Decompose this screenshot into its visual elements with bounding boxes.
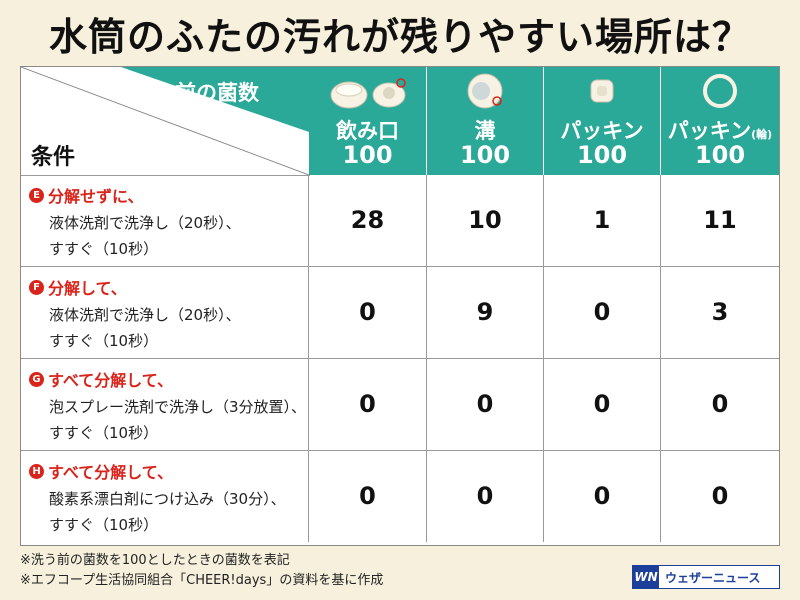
value-cell: 0 bbox=[544, 267, 661, 358]
page-title: 水筒のふたの汚れが残りやすい場所は？ bbox=[48, 15, 751, 59]
condition-line: 酸素系漂白剤につけ込み（30分）、 bbox=[49, 490, 286, 508]
condition-line: すすぐ（10秒） bbox=[49, 240, 159, 258]
condition-line: すすぐ（10秒） bbox=[49, 516, 159, 534]
condition-head: すべて分解して、 bbox=[48, 463, 173, 482]
table-row: E 分解せずに、 液体洗剤で洗浄し（20秒）、 すすぐ（10秒） 28 10 1 … bbox=[21, 175, 779, 267]
condition-badge: F bbox=[29, 279, 44, 295]
condition-head: すべて分解して、 bbox=[48, 371, 173, 390]
condition-head: 分解せずに、 bbox=[48, 187, 144, 206]
value-cell: 10 bbox=[427, 175, 544, 266]
lid-icon bbox=[309, 71, 426, 111]
table-row: F 分解して、 液体洗剤で洗浄し（20秒）、 すすぐ（10秒） 0 9 0 3 bbox=[21, 267, 779, 359]
gasket-icon bbox=[544, 71, 660, 111]
condition-badge: E bbox=[29, 187, 44, 203]
brand-logo: WN ウェザーニュース bbox=[632, 565, 780, 589]
column-label: 飲み口 bbox=[336, 119, 399, 143]
column-header-mouthpiece: 飲み口 100 bbox=[309, 67, 427, 175]
condition-line: 泡スプレー洗剤で洗浄し（3分放置）、 bbox=[49, 398, 307, 416]
condition-line: すすぐ（10秒） bbox=[49, 332, 159, 350]
corner-label-condition: 条件 bbox=[31, 145, 76, 170]
column-header-groove: 溝 100 bbox=[427, 67, 544, 175]
table-corner-header: 洗う前の菌数 条件 bbox=[21, 67, 310, 176]
condition-line: 液体洗剤で洗浄し（20秒）、 bbox=[49, 306, 241, 324]
table-row: H すべて分解して、 酸素系漂白剤につけ込み（30分）、 すすぐ（10秒） 0 0… bbox=[21, 451, 779, 543]
column-baseline: 100 bbox=[576, 141, 628, 169]
condition-badge: H bbox=[29, 463, 44, 479]
footnotes: ※洗う前の菌数を100としたときの菌数を表記 ※エフコープ生活協同組合「CHEE… bbox=[20, 551, 383, 591]
value-cell: 0 bbox=[309, 267, 427, 358]
corner-diagonal bbox=[21, 67, 309, 175]
value-cell: 28 bbox=[309, 175, 427, 266]
value-cell: 1 bbox=[544, 175, 661, 266]
bacteria-table: 洗う前の菌数 条件 飲み口 100 溝 100 bbox=[20, 66, 780, 546]
footnote: ※洗う前の菌数を100としたときの菌数を表記 bbox=[20, 553, 290, 568]
column-baseline: 100 bbox=[342, 141, 393, 169]
condition-cell: E 分解せずに、 液体洗剤で洗浄し（20秒）、 すすぐ（10秒） bbox=[21, 175, 309, 266]
value-cell: 0 bbox=[427, 451, 544, 542]
value-cell: 0 bbox=[427, 359, 544, 450]
value-cell: 11 bbox=[703, 206, 737, 234]
corner-label-before-count: 洗う前の菌数 bbox=[133, 81, 259, 105]
footnote: ※エフコープ生活協同組合「CHEER!days」の資料を基に作成 bbox=[20, 573, 384, 588]
brand-name: ウェザーニュース bbox=[665, 570, 761, 585]
brand-mark: WN bbox=[633, 566, 659, 588]
value-cell: 0 bbox=[711, 482, 729, 510]
column-label: パッキン(輪) bbox=[667, 119, 773, 143]
column-label: 溝 bbox=[474, 119, 496, 143]
value-cell: 0 bbox=[309, 451, 427, 542]
value-cell: 3 bbox=[711, 298, 729, 326]
column-header-ring-gasket: パッキン(輪) 100 bbox=[661, 67, 779, 175]
condition-cell: G すべて分解して、 泡スプレー洗剤で洗浄し（3分放置）、 すすぐ（10秒） bbox=[21, 359, 309, 450]
condition-cell: H すべて分解して、 酸素系漂白剤につけ込み（30分）、 すすぐ（10秒） bbox=[21, 451, 309, 542]
value-cell: 9 bbox=[427, 267, 544, 358]
lid-groove-icon bbox=[427, 71, 543, 111]
condition-badge: G bbox=[29, 371, 44, 387]
column-label: パッキン bbox=[560, 119, 644, 143]
ring-gasket-icon bbox=[661, 71, 779, 111]
column-header-gasket: パッキン 100 bbox=[544, 67, 661, 175]
value-cell: 0 bbox=[544, 451, 661, 542]
table-row: G すべて分解して、 泡スプレー洗剤で洗浄し（3分放置）、 すすぐ（10秒） 0 … bbox=[21, 359, 779, 451]
condition-line: 液体洗剤で洗浄し（20秒）、 bbox=[49, 214, 241, 232]
value-cell: 0 bbox=[711, 390, 729, 418]
column-baseline: 100 bbox=[694, 141, 746, 169]
condition-line: すすぐ（10秒） bbox=[49, 424, 159, 442]
value-cell: 0 bbox=[544, 359, 661, 450]
column-baseline: 100 bbox=[459, 141, 511, 169]
condition-cell: F 分解して、 液体洗剤で洗浄し（20秒）、 すすぐ（10秒） bbox=[21, 267, 309, 358]
condition-head: 分解して、 bbox=[48, 279, 127, 298]
value-cell: 0 bbox=[309, 359, 427, 450]
